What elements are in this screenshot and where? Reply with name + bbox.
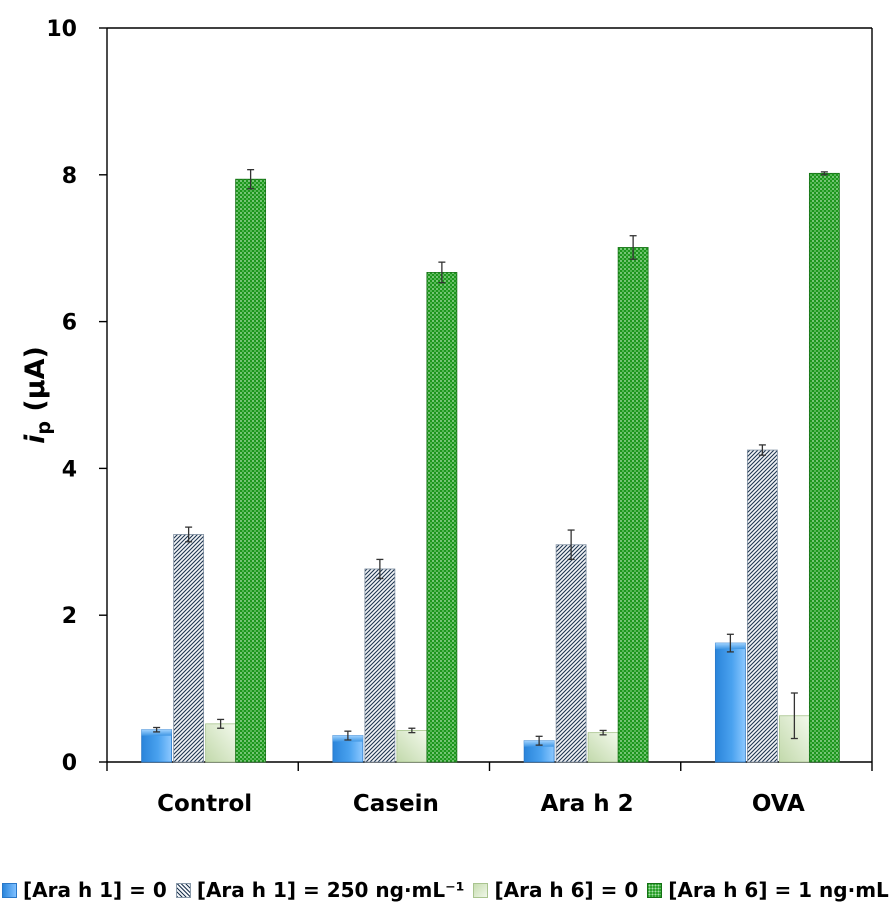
bar (396, 730, 428, 763)
error-bars (153, 169, 828, 746)
legend-item: [Ara h 1] = 0 (2, 878, 167, 902)
y-axis-label-main: i (20, 434, 51, 444)
legend-swatch (647, 882, 663, 898)
x-ticks (106, 762, 873, 771)
legend-label: [Ara h 1] = 0 (23, 878, 167, 902)
legend-item: [Ara h 6] = 1 ng·mL⁻¹ (647, 878, 889, 902)
y-tick-label: 0 (62, 751, 77, 776)
y-axis-label-sub: p (33, 421, 55, 435)
bar (205, 723, 237, 763)
legend-swatch (2, 882, 17, 898)
legend-label: [Ara h 1] = 250 ng·mL⁻¹ (196, 878, 465, 902)
bar (364, 568, 396, 763)
bar (555, 544, 587, 763)
bar (746, 449, 778, 763)
legend-item: [Ara h 1] = 250 ng·mL⁻¹ (175, 878, 465, 902)
bar (426, 272, 458, 763)
legend-item: [Ara h 6] = 0 (473, 878, 638, 902)
bar (617, 247, 649, 763)
legend-swatch (175, 882, 191, 898)
bar (587, 732, 619, 763)
legend-label: [Ara h 6] = 0 (494, 878, 639, 902)
bar (808, 172, 840, 763)
y-axis-label-unit: (µA) (20, 346, 51, 421)
bar-chart: 0 2 4 6 8 10 Control Casein Ara h 2 OVA ip (µA) (20, 17, 873, 817)
y-tick-label: 4 (62, 457, 77, 482)
category-label: OVA (752, 791, 805, 817)
category-label: Casein (353, 791, 439, 817)
y-tick-label: 10 (46, 17, 77, 42)
category-label: Control (157, 791, 252, 817)
bar-top-bevel (141, 729, 172, 736)
legend-swatch (473, 882, 489, 898)
legend-label: [Ara h 6] = 1 ng·mL⁻¹ (668, 878, 889, 902)
y-tick-label: 6 (62, 311, 77, 336)
category-labels: Control Casein Ara h 2 OVA (157, 791, 805, 817)
bar (714, 642, 746, 763)
legend: [Ara h 1] = 0 [Ara h 1] = 250 ng·mL⁻¹ [Ara… (2, 873, 889, 907)
category-label: Ara h 2 (541, 791, 634, 817)
y-axis-label: ip (µA) (20, 346, 55, 444)
y-tick-label: 2 (62, 604, 77, 629)
bars (141, 172, 840, 763)
y-ticks: 0 2 4 6 8 10 (46, 17, 107, 776)
bar (173, 534, 205, 763)
bar (235, 178, 267, 763)
y-tick-label: 8 (62, 164, 77, 189)
